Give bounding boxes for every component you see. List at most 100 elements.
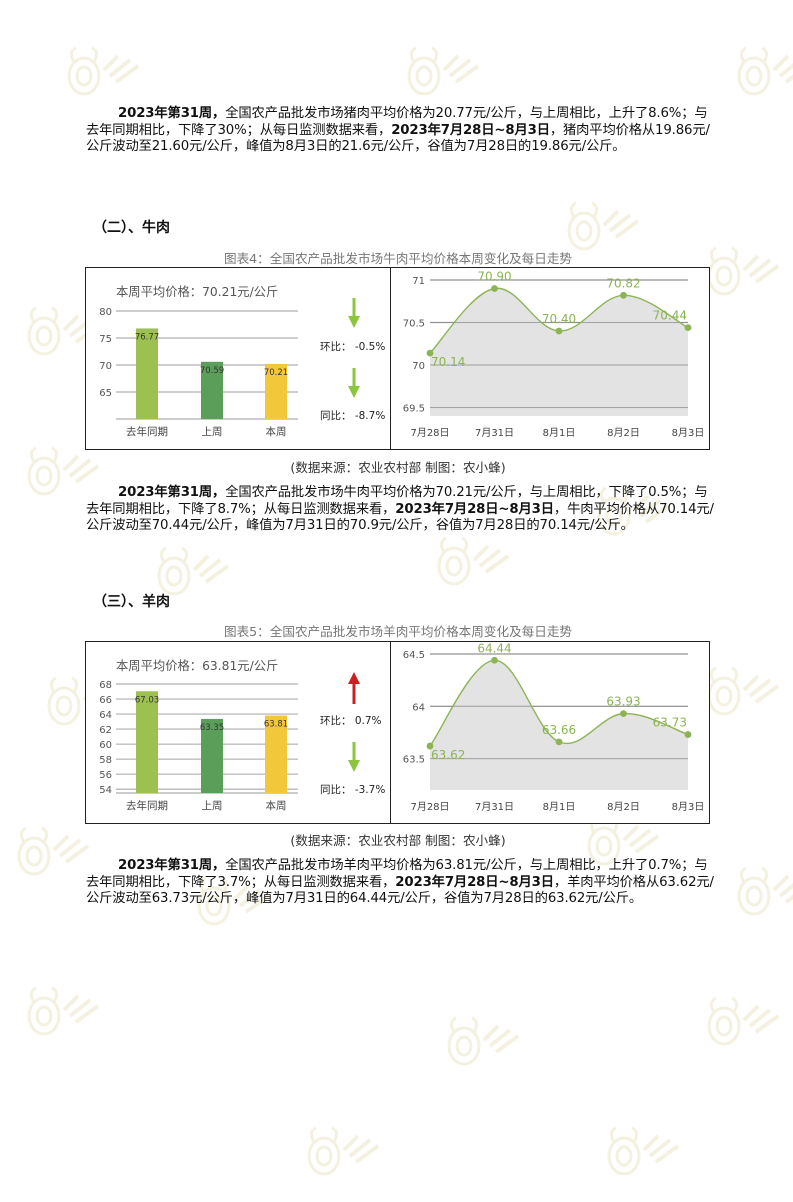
beef-daily-data-point [426, 349, 434, 357]
mutton-y-tick-label: 56 [99, 770, 112, 781]
mutton-daily-data-point [684, 731, 692, 738]
mutton-summary-paragraph: 2023年第31周，全国农产品批发市场羊肉平均价格为63.81元/公斤，与上周相… [86, 858, 714, 906]
pork-summary-paragraph: 2023年第31周，全国农产品批发市场猪肉平均价格为20.77元/公斤，与上周相… [86, 106, 710, 154]
beedata-watermark-logo [607, 1126, 680, 1176]
beef-bar-value-label: 70.59 [200, 366, 224, 376]
mutton-mom-label: 环比： 0.7% [320, 714, 382, 727]
beef-y-tick-label: 65 [99, 388, 112, 399]
beef-mom-arrow-icon-shaft [352, 298, 356, 320]
mutton-daily-data-point [555, 738, 563, 746]
mutton-daily-data-label: 63.62 [431, 748, 465, 762]
mutton-daily-data-point [491, 656, 498, 664]
beef-daily-x-tick-label: 8月2日 [607, 427, 640, 439]
mutton-daily-area-chart: 63.5 64 64.5 63.62 64.44 63.66 63.93 63.73 7月28日… [403, 642, 705, 813]
beef-bar-value-label: 76.77 [135, 332, 159, 342]
mutton-yoy-arrow-icon [348, 742, 360, 772]
mutton-y-tick-label: 58 [99, 755, 112, 766]
mutton-daily-y-tick-label: 63.5 [403, 755, 425, 766]
beef-bar [136, 328, 158, 419]
beef-y-tick-label: 75 [99, 334, 112, 345]
mutton-yoy-label: 同比： -3.7% [320, 783, 385, 796]
beef-x-tick-label: 本周 [266, 425, 287, 438]
mutton-y-tick-label: 68 [99, 680, 112, 691]
beedata-watermark-logo [737, 866, 793, 916]
mutton-mom-arrow-icon [348, 672, 360, 704]
beef-yoy-label: 同比： -8.7% [320, 409, 385, 422]
beedata-watermark-logo [707, 996, 780, 1046]
mutton-daily-y-tick-label: 64 [412, 702, 425, 713]
mutton-daily-area-fill [430, 660, 688, 790]
beef-figure-caption: 图表4：全国农产品批发市场牛肉平均价格本周变化及每日走势 [223, 251, 573, 266]
mutton-x-tick-label: 本周 [266, 799, 287, 812]
mutton-daily-data-label: 63.66 [542, 723, 576, 737]
mutton-section-title: （三）、羊肉 [93, 594, 170, 610]
mutton-x-tick-label: 去年同期 [126, 799, 168, 812]
beef-weekly-bar-panel: 本周平均价格：70.21元/公斤 65 70 75 80 76.77 去年同期 70.59 上周… [85, 267, 391, 450]
mutton-x-tick-label: 上周 [202, 800, 223, 812]
beef-bar [201, 361, 223, 419]
beef-yoy-arrow-icon [348, 368, 360, 398]
mutton-weekly-bar-panel: 本周平均价格：63.81元/公斤 54 56 58 60 62 64 66 68 67.03 去年同… [85, 641, 391, 824]
beef-daily-y-tick-label: 71 [412, 276, 425, 287]
beef-daily-data-label: 70.82 [606, 276, 640, 290]
mutton-daily-x-tick-label: 7月31日 [475, 801, 514, 813]
mutton-y-tick-label: 54 [99, 785, 112, 796]
beef-mom-arrow-icon-head [348, 316, 360, 328]
mutton-bar [265, 715, 287, 793]
mutton-daily-data-point [426, 742, 434, 750]
mutton-y-tick-label: 64 [99, 710, 112, 721]
beef-yoy-arrow-icon-head [348, 386, 360, 398]
beedata-watermark-logo [737, 46, 793, 96]
mutton-weekly-avg-title: 本周平均价格：63.81元/公斤 [116, 658, 278, 673]
beef-daily-x-tick-label: 7月28日 [410, 427, 449, 439]
mutton-bar-value-label: 67.03 [135, 695, 159, 705]
beef-y-tick-label: 80 [99, 307, 112, 318]
mutton-yoy-arrow-icon-shaft [352, 742, 356, 764]
beef-section-title: （二）、牛肉 [93, 220, 170, 236]
mutton-daily-area-panel: 63.5 64 64.5 63.62 64.44 63.66 63.93 63.73 7月28日… [390, 641, 710, 824]
beef-mom-label: 环比： -0.5% [320, 340, 385, 353]
mutton-y-tick-label: 60 [99, 740, 112, 751]
beef-daily-area-fill [430, 288, 688, 416]
beef-y-tick-label: 70 [99, 361, 112, 372]
mutton-daily-x-tick-label: 8月1日 [543, 801, 576, 813]
beef-daily-x-tick-label: 8月1日 [543, 427, 576, 439]
beef-mom-arrow-icon [348, 298, 360, 328]
mutton-daily-series-line [429, 659, 689, 747]
mutton-daily-data-point [620, 710, 627, 718]
beef-daily-data-label: 70.44 [653, 309, 687, 323]
mutton-daily-y-tick-label: 64.5 [403, 650, 425, 661]
mutton-mom-arrow-icon-shaft [352, 682, 356, 704]
beef-bar [265, 363, 287, 419]
beef-daily-data-point [555, 327, 563, 335]
mutton-bar [201, 718, 223, 793]
beef-daily-y-tick-label: 70 [412, 361, 425, 372]
mutton-yoy-arrow-icon-head [348, 760, 360, 772]
beedata-watermark-logo [307, 1126, 380, 1176]
beedata-watermark-logo [707, 666, 780, 716]
mutton-daily-x-tick-label: 8月3日 [672, 801, 705, 813]
beef-daily-data-point [491, 285, 498, 292]
mutton-bar [136, 691, 158, 793]
mutton-daily-data-label: 64.44 [477, 642, 511, 655]
beef-daily-area-panel: 69.5 70 70.5 71 70.14 70.90 70.40 70.82 70.44 7月2… [390, 267, 710, 450]
mutton-figure-caption: 图表5：全国农产品批发市场羊肉平均价格本周变化及每日走势 [223, 624, 573, 639]
beef-daily-x-tick-label: 8月3日 [672, 427, 705, 439]
beef-daily-data-point [620, 291, 627, 299]
beedata-watermark-logo [447, 1016, 520, 1066]
beef-weekly-bar-chart: 本周平均价格：70.21元/公斤 65 70 75 80 76.77 去年同期 70.59 上周… [99, 284, 385, 438]
beef-weekly-avg-title: 本周平均价格：70.21元/公斤 [116, 284, 278, 299]
beef-daily-data-label: 70.90 [477, 270, 511, 284]
mutton-y-tick-label: 62 [99, 725, 112, 736]
beef-daily-x-tick-label: 7月31日 [475, 427, 514, 439]
beedata-watermark-logo [707, 246, 780, 296]
beef-summary-paragraph: 2023年第31周，全国农产品批发市场牛肉平均价格为70.21元/公斤，与上周相… [86, 485, 714, 533]
beef-data-source: (数据来源：农业农村部 制图：农小蜂) [290, 460, 506, 475]
mutton-weekly-bar-chart: 本周平均价格：63.81元/公斤 54 56 58 60 62 64 66 68 67.03 去年同… [99, 658, 385, 812]
mutton-daily-x-tick-label: 7月28日 [410, 801, 449, 813]
beedata-watermark-logo [27, 986, 100, 1036]
beef-daily-data-point [684, 324, 692, 331]
beef-x-tick-label: 上周 [202, 426, 223, 438]
mutton-mom-arrow-icon-head [348, 672, 360, 684]
beef-daily-area-chart: 69.5 70 70.5 71 70.14 70.90 70.40 70.82 70.44 7月2… [403, 270, 705, 440]
